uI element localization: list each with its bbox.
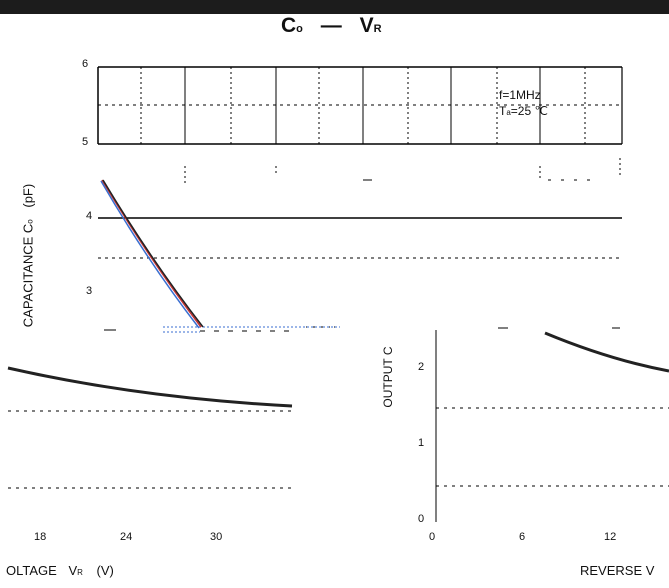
y-axis-label-left: CAPACITANCE Co (pF) [21, 156, 36, 356]
y-axis-label-right: OUTPUT C [381, 337, 395, 417]
x-tick-0: 0 [429, 531, 436, 543]
y-tick-5: 5 [82, 136, 89, 148]
y-label-right-text: OUTPUT C [381, 346, 395, 408]
y-tick-1-right: 1 [418, 437, 425, 449]
y-label-left-unit: (pF) [20, 183, 36, 208]
y-label-left-text: CAPACITANCE C [20, 223, 36, 328]
x-tick-30: 30 [210, 531, 223, 543]
condition-temp: Ta=25 ℃ [499, 104, 548, 118]
x-tick-18: 18 [34, 531, 47, 543]
y-tick-3: 3 [86, 285, 93, 297]
x-label-left-unit: (V) [96, 563, 114, 578]
curve-lower-left [7, 366, 293, 408]
x-label-left-text: OLTAGE [6, 563, 57, 578]
curve-lower-right [544, 331, 669, 373]
title-v-sub: R [373, 23, 382, 35]
chart-title: Co — VR [281, 14, 382, 38]
temp-t: T [499, 104, 507, 118]
x-tick-24: 24 [120, 531, 133, 543]
x-tick-12: 12 [604, 531, 617, 543]
title-c-sub: o [296, 23, 303, 35]
title-v: V [359, 14, 374, 37]
x-label-left-sub: R [77, 568, 83, 577]
x-tick-6: 6 [519, 531, 526, 543]
y-tick-4: 4 [86, 210, 93, 222]
x-axis-label-right: REVERSE V [580, 563, 655, 578]
temp-value: =25 ℃ [510, 104, 548, 118]
curve-upper-red [101, 179, 202, 328]
lower-grid [8, 330, 669, 522]
title-c: C [281, 14, 297, 37]
title-dash: — [320, 14, 342, 37]
y-tick-6: 6 [82, 58, 89, 70]
upper-grid [97, 66, 623, 333]
y-tick-2-right: 2 [418, 361, 425, 373]
x-axis-label-left: OLTAGE VR (V) [6, 563, 114, 578]
x-label-left-var: V [68, 563, 78, 578]
condition-freq: f=1MHz [499, 88, 541, 102]
header-bar [0, 0, 669, 14]
y-label-left-sub: o [25, 219, 35, 224]
curves [7, 179, 669, 408]
curve-upper-black [102, 179, 204, 328]
curve-upper-blue [100, 180, 200, 329]
y-tick-0-right: 0 [418, 513, 425, 525]
temp-sub: a [506, 108, 511, 117]
